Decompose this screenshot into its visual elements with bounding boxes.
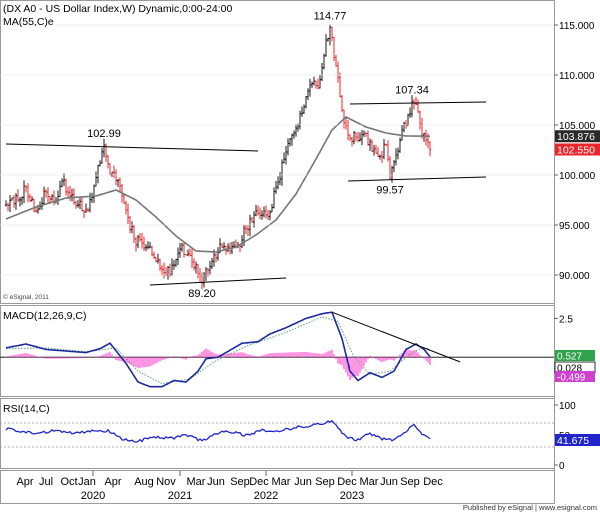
time-axis-year-label: 2023 <box>340 490 364 502</box>
price-last-value-badge <box>555 130 600 143</box>
time-axis-month-label: Sep <box>315 476 335 488</box>
macd-line <box>5 311 431 388</box>
time-axis-month-label: Oct <box>60 476 77 488</box>
time-axis-year-label: 2021 <box>168 490 192 502</box>
time-axis-month-label: Aug <box>134 476 154 488</box>
rsi-tick-label: 100 <box>559 401 576 412</box>
price-trendline <box>349 101 487 105</box>
price-tick-label: 105.000 <box>559 121 596 132</box>
time-axis-month-label: Jul <box>39 476 53 488</box>
time-axis-month-label: Dec <box>249 476 269 488</box>
macd-trendline <box>331 311 461 363</box>
rsi-label: RSI(14,C) <box>3 403 50 415</box>
macd-label: MACD(12,26,9,C) <box>3 310 86 322</box>
time-axis-year-label: 2020 <box>81 490 105 502</box>
macd-tick-label: 2.5 <box>559 314 573 325</box>
price-series-layer: 114.77 102.99 107.34 99.57 89.20 <box>4 10 487 300</box>
price-tick-label: 100.000 <box>559 171 596 182</box>
rsi-tick-label: 0 <box>559 461 565 472</box>
macd-signal-line <box>5 316 431 385</box>
time-axis-month-label: Dec <box>337 476 357 488</box>
price-annotation-label: 114.77 <box>314 10 347 22</box>
price-annotation-label: 99.57 <box>376 184 404 196</box>
chart-title: (DX A0 - US Dollar Index,W) Dynamic,0:00… <box>3 3 232 15</box>
price-annotation-label: 102.99 <box>87 128 121 140</box>
price-trendline <box>149 277 287 286</box>
time-axis-month-label: Nov <box>156 476 176 488</box>
time-axis-month-label: Apr <box>16 476 33 488</box>
price-annotation-label: 89.20 <box>188 288 216 300</box>
rsi-last-value-label: 41.675 <box>557 435 589 447</box>
price-tick-label: 90.000 <box>559 271 590 282</box>
price-tick-label: 110.000 <box>559 71 595 82</box>
rsi-last-value-badge <box>555 433 600 446</box>
time-axis-month-label: Jan <box>78 476 96 488</box>
macd-last-value-label: 0.527 <box>557 352 582 363</box>
time-axis-month-label: Jun <box>294 476 312 488</box>
time-axis-month-label: Jun <box>380 476 398 488</box>
macd-last-value-label: 0.028 <box>557 364 582 375</box>
time-axis-month-label: Mar <box>187 476 206 488</box>
price-last-value-label: 102.550 <box>557 145 595 157</box>
time-axis-month-label: Apr <box>104 476 121 488</box>
copyright-label: © eSignal, 2011 <box>3 293 49 301</box>
price-annotation-label: 107.34 <box>395 85 429 97</box>
macd-last-value-badge <box>555 350 595 361</box>
price-tick-label: 95.000 <box>559 221 590 232</box>
time-axis-month-label: Mar <box>360 476 379 488</box>
time-axis-month-label: Dec <box>423 476 443 488</box>
time-axis-month-label: Mar <box>272 476 291 488</box>
macd-series-layer <box>0 311 554 388</box>
price-trendline <box>347 176 487 182</box>
time-axis-month-label: Sep <box>400 476 420 488</box>
price-last-value-label: 103.876 <box>557 131 595 143</box>
rsi-line <box>5 419 431 443</box>
macd-last-value-badge <box>555 371 595 382</box>
macd-last-value-label: -0.499 <box>557 373 586 384</box>
price-trendline <box>5 143 259 152</box>
time-axis-month-label: Sep <box>230 476 250 488</box>
axis-layer: 115.000 110.000 105.000 100.000 95.000 90.000… <box>0 21 596 502</box>
price-last-value-badge <box>555 143 600 156</box>
moving-average-line <box>5 116 430 253</box>
moving-average-label: MA(55,C)e <box>3 16 54 28</box>
rsi-series-layer <box>0 419 554 448</box>
time-axis-year-label: 2022 <box>254 490 278 502</box>
footer-credit: Published by eSignal | www.esignal.com <box>463 503 597 512</box>
time-axis-month-label: Jun <box>207 476 225 488</box>
price-tick-label: 115.000 <box>559 21 595 32</box>
